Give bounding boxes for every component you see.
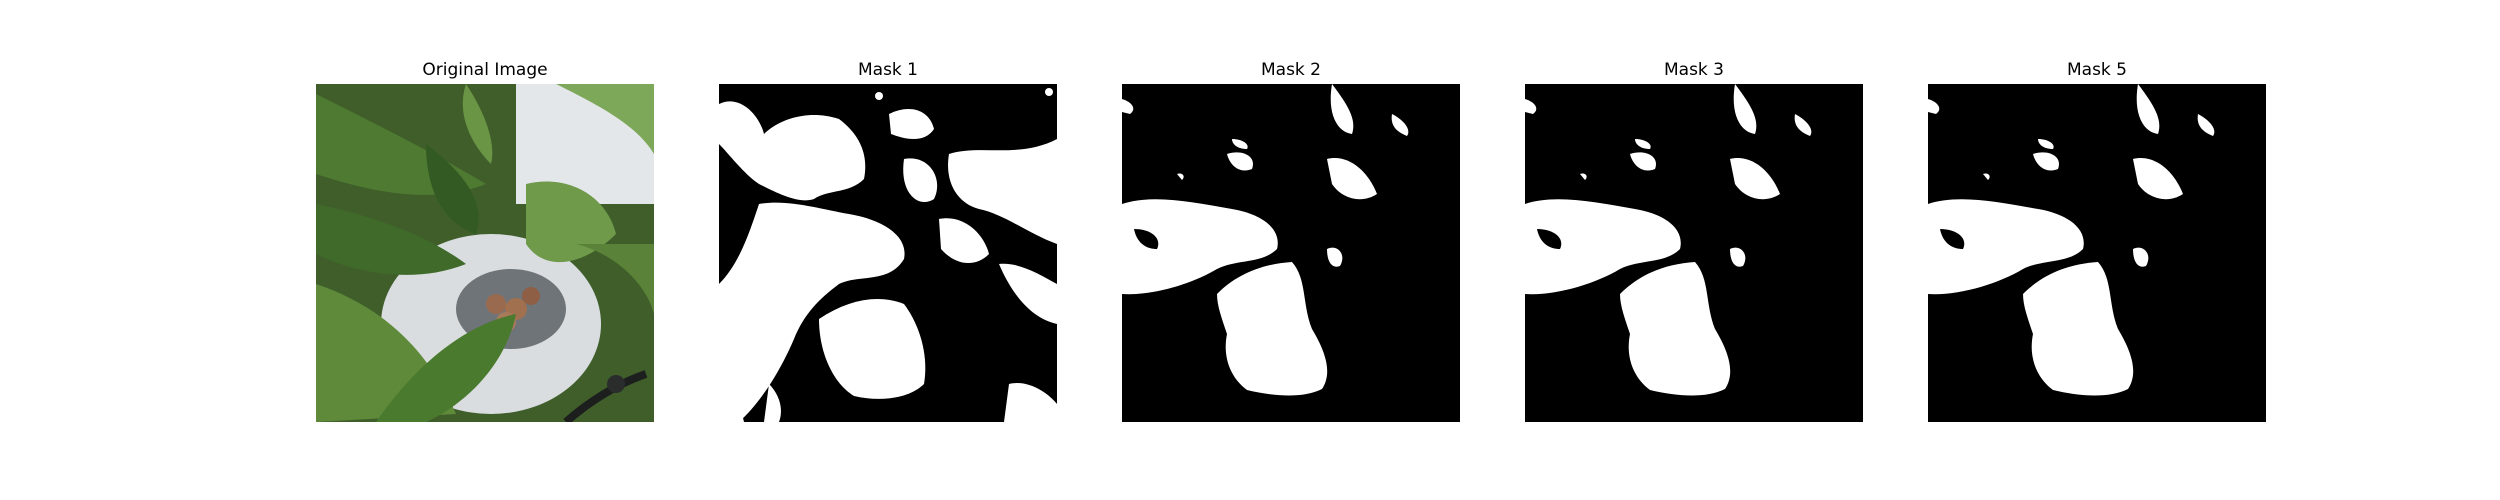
- mask-5-image: [1928, 84, 2266, 422]
- panel-title: Mask 3: [1663, 60, 1724, 80]
- original-photo: [316, 84, 654, 422]
- panel-title: Mask 2: [1260, 60, 1321, 80]
- panel-title: Mask 1: [857, 60, 918, 80]
- panel-title: Original Image: [422, 60, 548, 80]
- panel-title: Mask 5: [2066, 60, 2127, 80]
- mask-3-image: [1525, 84, 1863, 422]
- mask-2-image: [1122, 84, 1460, 422]
- mask-1-image: [719, 84, 1057, 422]
